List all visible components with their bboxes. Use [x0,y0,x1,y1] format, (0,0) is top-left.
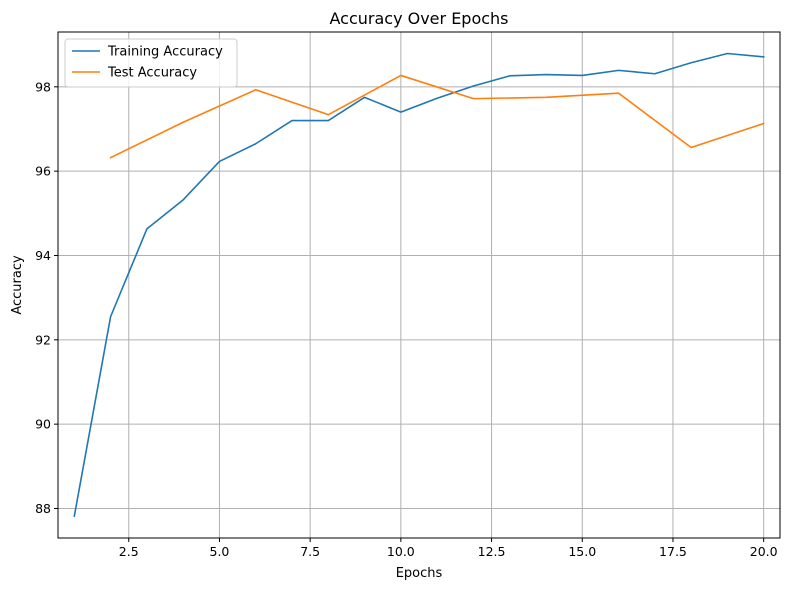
legend-label-test: Test Accuracy [107,66,197,81]
training-accuracy-line [73,52,765,518]
y-tick-label: 88 [35,501,51,516]
y-tick-label: 90 [35,417,51,432]
y-axis-title: Accuracy [10,255,25,315]
x-tick-label: 20.0 [750,544,778,559]
series-lines [73,52,765,518]
x-tick-label: 12.5 [478,544,506,559]
x-tick-label: 10.0 [387,544,415,559]
x-tick-label: 5.0 [210,544,230,559]
legend-box [64,38,238,88]
x-axis-title: Epochs [396,566,443,581]
grid [58,32,780,538]
x-tick-label: 15.0 [568,544,596,559]
test-accuracy-line [109,74,765,159]
x-ticks: 2.5 5.0 7.5 10.0 12.5 15.0 17.5 20.0 [119,538,778,559]
y-ticks: 88 90 92 94 96 98 [35,79,58,516]
y-tick-label: 98 [35,79,51,94]
y-tick-label: 94 [35,248,51,263]
x-tick-label: 17.5 [659,544,687,559]
legend-label-training: Training Accuracy [107,45,223,60]
chart-title: Accuracy Over Epochs [329,9,508,28]
y-tick-label: 92 [35,332,51,347]
y-tick-label: 96 [35,164,51,179]
plot-frame [57,31,781,539]
x-tick-label: 2.5 [119,544,139,559]
x-tick-label: 7.5 [300,544,320,559]
legend: Training Accuracy Test Accuracy [64,38,238,88]
